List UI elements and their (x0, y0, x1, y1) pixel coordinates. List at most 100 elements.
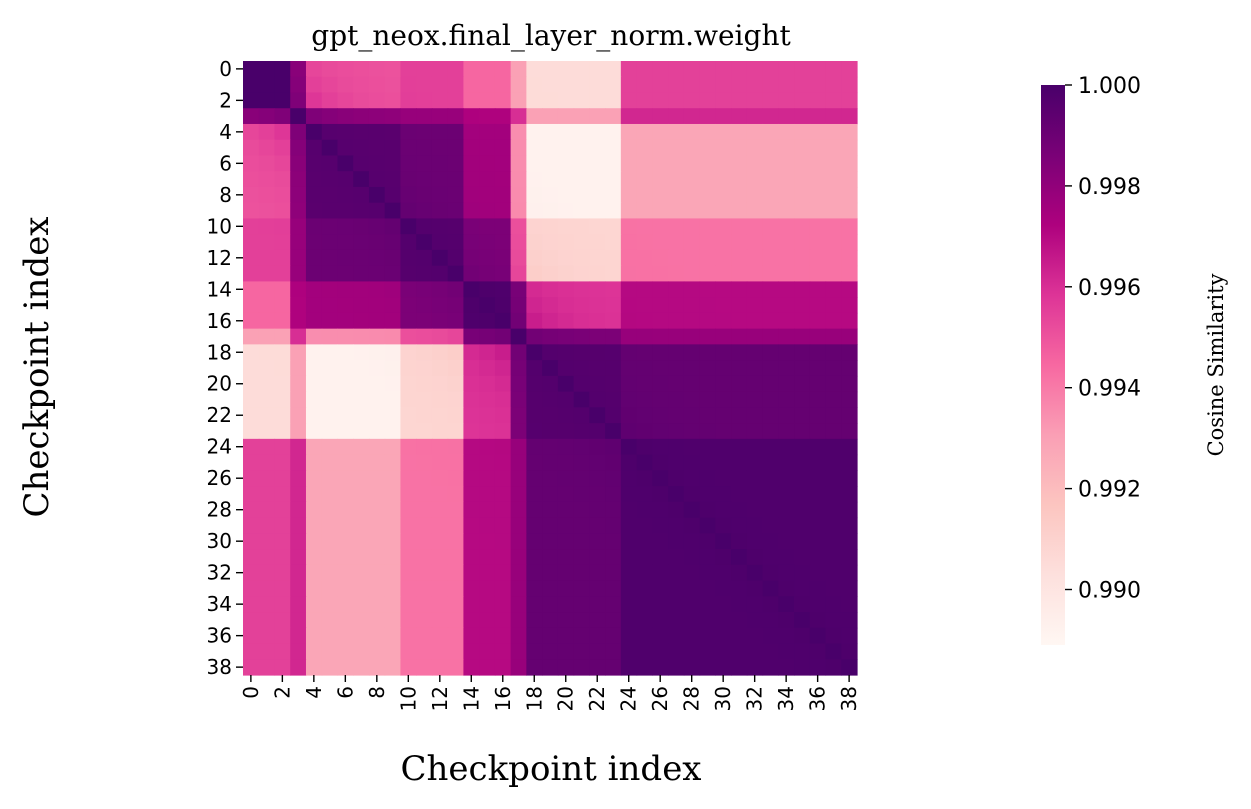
heatmap-cell (305, 360, 323, 377)
heatmap-cell (337, 501, 354, 519)
heatmap-cell (731, 438, 748, 456)
heatmap-cell (557, 407, 575, 424)
heatmap-cell (762, 564, 779, 582)
heatmap-cell (557, 438, 575, 456)
heatmap-cell (274, 391, 291, 408)
heatmap-cell (526, 281, 543, 298)
y-tick-label: 38 (207, 655, 232, 679)
heatmap-cell (321, 328, 339, 345)
heatmap-cell (825, 360, 842, 377)
heatmap-cell (715, 92, 732, 109)
heatmap-cell (809, 202, 827, 220)
heatmap-cell (636, 375, 653, 393)
heatmap-cell (494, 470, 512, 487)
heatmap-cell (463, 391, 480, 408)
heatmap-cell (731, 344, 748, 361)
heatmap-cell (731, 61, 748, 78)
heatmap-cell (400, 533, 417, 550)
heatmap-cell (794, 265, 811, 283)
heatmap-cell (243, 139, 260, 157)
heatmap-cell (573, 171, 590, 188)
heatmap-cell (605, 612, 622, 629)
heatmap-cell (479, 470, 496, 487)
heatmap-cell (353, 202, 370, 220)
heatmap-cell (605, 407, 622, 424)
y-tick-label: 34 (207, 592, 232, 616)
heatmap-cell (620, 580, 638, 597)
heatmap-cell (778, 407, 795, 424)
heatmap-cell (494, 580, 512, 597)
heatmap-cell (384, 454, 402, 471)
heatmap-cell (605, 501, 622, 519)
heatmap-cell (400, 549, 417, 566)
heatmap-cell (337, 171, 354, 188)
heatmap-cell (778, 108, 795, 125)
heatmap-cell (762, 171, 779, 188)
x-tick-label: 30 (711, 686, 735, 711)
heatmap-cell (368, 218, 386, 235)
heatmap-cell (652, 123, 669, 141)
heatmap-cell (526, 171, 543, 188)
heatmap-cell (778, 312, 795, 330)
heatmap-cell (699, 249, 716, 267)
heatmap-cell (557, 139, 575, 157)
heatmap-cell (762, 249, 779, 267)
heatmap-cell (683, 549, 701, 566)
heatmap-cell (510, 659, 527, 676)
heatmap-cell (494, 186, 512, 204)
heatmap-cell (400, 344, 417, 361)
heatmap-cell (731, 612, 748, 629)
heatmap-cell (305, 407, 323, 424)
heatmap-cell (416, 312, 433, 330)
x-tick-label: 36 (806, 686, 830, 711)
heatmap-cell (243, 596, 260, 613)
heatmap-cell (416, 61, 433, 78)
heatmap-cell (305, 155, 323, 172)
heatmap-cell (715, 517, 732, 534)
heatmap-cell (652, 549, 669, 566)
heatmap-cell (762, 281, 779, 298)
heatmap-cell (636, 438, 653, 456)
heatmap-cell (274, 61, 291, 78)
heatmap-cell (542, 202, 559, 220)
y-tick-label: 14 (207, 277, 232, 301)
heatmap-cell (447, 580, 465, 597)
heatmap-cell (825, 501, 842, 519)
y-tick-label: 0 (219, 57, 232, 81)
heatmap-cell (274, 265, 291, 283)
heatmap-cell (762, 501, 779, 519)
heatmap-cell (605, 202, 622, 220)
heatmap-cell (683, 533, 701, 550)
heatmap-cell (258, 249, 276, 267)
heatmap-cell (636, 596, 653, 613)
heatmap-cell (668, 61, 685, 78)
heatmap-cell (825, 218, 842, 235)
heatmap-cell (668, 486, 685, 503)
heatmap-cell (494, 234, 512, 251)
heatmap-cell (841, 218, 858, 235)
heatmap-cell (841, 139, 858, 157)
heatmap-cell (746, 627, 764, 645)
heatmap-cell (431, 454, 449, 471)
heatmap-cell (841, 438, 858, 456)
heatmap-cell (557, 454, 575, 471)
heatmap-cell (400, 423, 417, 440)
heatmap-cell (683, 643, 701, 660)
heatmap-cell (510, 249, 527, 267)
heatmap-cell (620, 564, 638, 582)
heatmap-cell (463, 659, 480, 676)
heatmap-cell (809, 61, 827, 78)
heatmap-cell (809, 486, 827, 503)
heatmap-cell (699, 108, 716, 125)
heatmap-cell (794, 486, 811, 503)
heatmap-cell (353, 375, 370, 393)
heatmap-cell (290, 391, 307, 408)
heatmap-cell (290, 328, 307, 345)
heatmap-cell (305, 564, 323, 582)
heatmap-cell (620, 265, 638, 283)
heatmap-cell (526, 659, 543, 676)
heatmap-cell (416, 627, 433, 645)
heatmap-cell (809, 659, 827, 676)
heatmap-cell (794, 202, 811, 220)
heatmap-cell (652, 344, 669, 361)
